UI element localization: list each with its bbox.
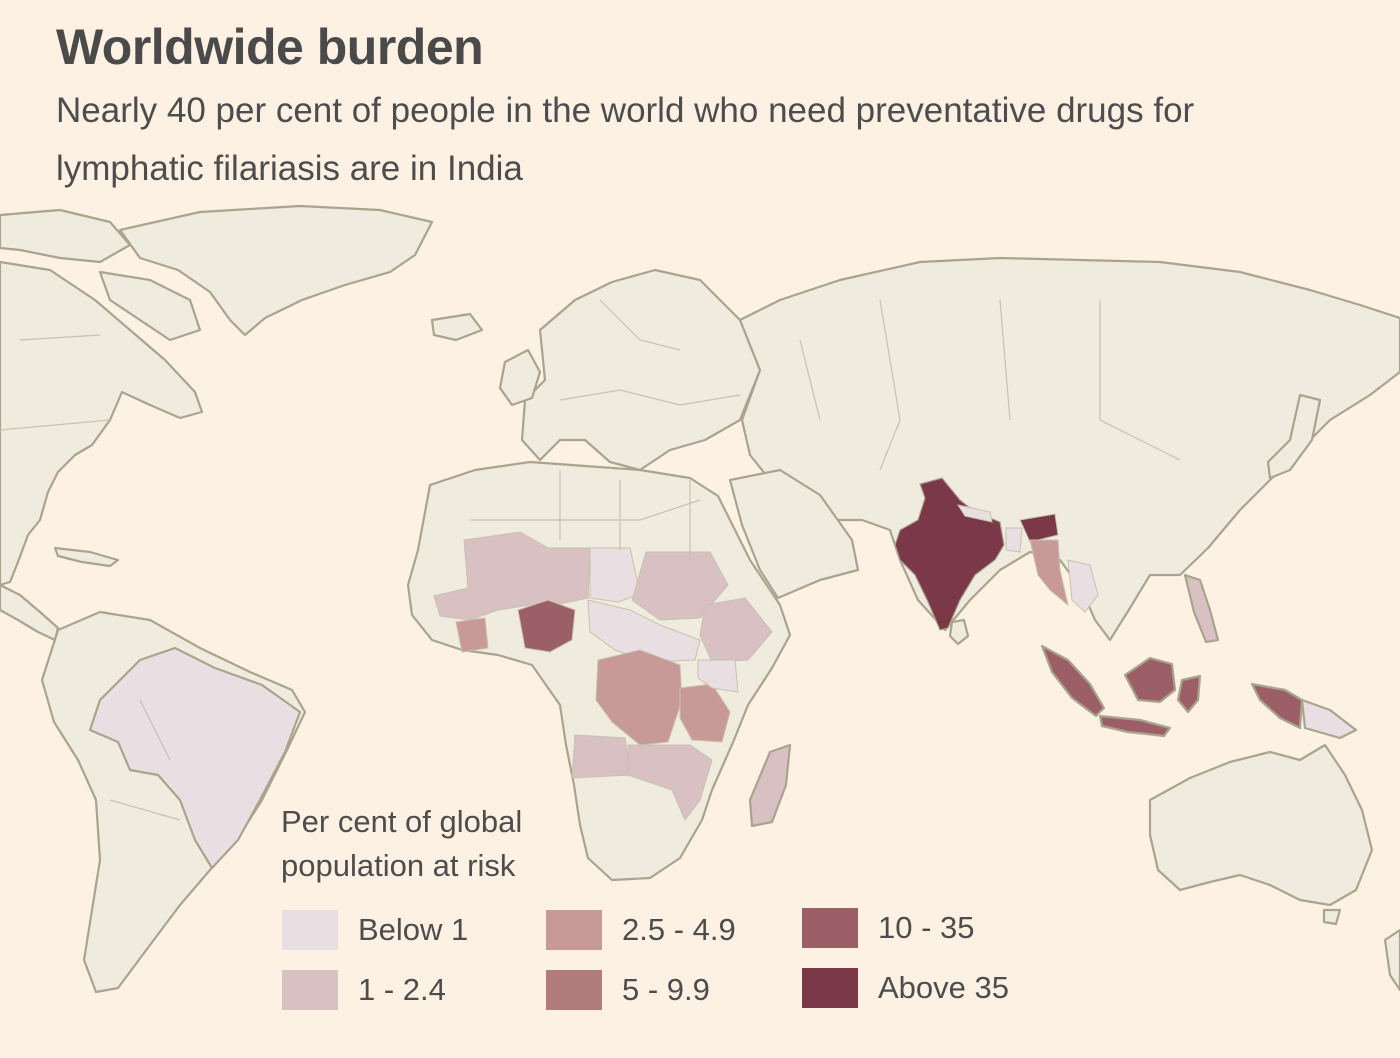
legend-swatch xyxy=(282,910,338,950)
angola xyxy=(571,734,631,779)
greenland xyxy=(118,204,434,337)
new-guinea xyxy=(1250,682,1304,730)
brazil xyxy=(88,646,302,870)
nigeria xyxy=(517,599,576,653)
sulawesi xyxy=(1176,674,1202,714)
new-zealand xyxy=(1383,928,1400,992)
nepal xyxy=(956,504,993,523)
tasmania xyxy=(1322,908,1342,926)
legend-swatch xyxy=(802,968,858,1008)
legend-label: 5 - 9.9 xyxy=(622,972,710,1007)
west-africa-region xyxy=(433,531,591,621)
borneo xyxy=(1123,656,1177,704)
caribbean xyxy=(53,546,120,568)
legend-label: Above 35 xyxy=(878,970,1009,1005)
sumatra xyxy=(1040,644,1106,718)
thailand-region xyxy=(1067,559,1099,613)
legend-label: 2.5 - 4.9 xyxy=(622,912,736,947)
bangladesh xyxy=(1005,527,1023,553)
legend-swatch xyxy=(546,910,602,950)
philippines xyxy=(1183,573,1220,644)
legend-item-5-9.9: 5 - 9.9 xyxy=(546,970,710,1010)
central-africa xyxy=(587,599,701,663)
arctic-islands xyxy=(0,208,132,264)
legend-item-2.5-4.9: 2.5 - 4.9 xyxy=(546,910,736,950)
legend-label: Below 1 xyxy=(358,912,469,947)
madagascar xyxy=(748,743,792,828)
baffin-island xyxy=(98,270,202,342)
legend-swatch xyxy=(282,970,338,1010)
legend-item-below-1: Below 1 xyxy=(282,910,468,950)
sri-lanka xyxy=(948,618,970,646)
legend-title: Per cent of global population at risk xyxy=(281,804,523,883)
legend-item-above-35: Above 35 xyxy=(802,968,1009,1008)
myanmar xyxy=(1029,539,1069,607)
australia xyxy=(1148,743,1374,907)
europe xyxy=(520,268,762,472)
dr-congo xyxy=(595,649,683,746)
legend-item-10-35: 10 - 35 xyxy=(802,908,975,948)
gulf-of-guinea xyxy=(455,617,489,653)
kenya xyxy=(697,659,739,693)
legend-swatch xyxy=(546,970,602,1010)
legend-label: 1 - 2.4 xyxy=(358,972,446,1007)
java xyxy=(1098,714,1172,738)
central-america xyxy=(0,583,60,642)
japan xyxy=(1266,393,1322,480)
papua-new-guinea xyxy=(1300,698,1358,740)
mali-niger xyxy=(589,547,641,603)
legend-swatch xyxy=(802,908,858,948)
sudan xyxy=(631,551,729,621)
northeast-region xyxy=(1019,513,1059,543)
legend-label: 10 - 35 xyxy=(878,910,975,945)
page-title: Worldwide burden xyxy=(56,19,484,75)
legend-item-1-2.4: 1 - 2.4 xyxy=(282,970,446,1010)
borders xyxy=(0,299,1181,821)
british-isles xyxy=(498,348,542,407)
page-subtitle: Nearly 40 per cent of people in the worl… xyxy=(56,91,1195,188)
arabian-peninsula xyxy=(728,468,860,600)
iceland xyxy=(430,312,484,342)
mozambique xyxy=(627,744,713,821)
ethiopia xyxy=(699,597,773,663)
